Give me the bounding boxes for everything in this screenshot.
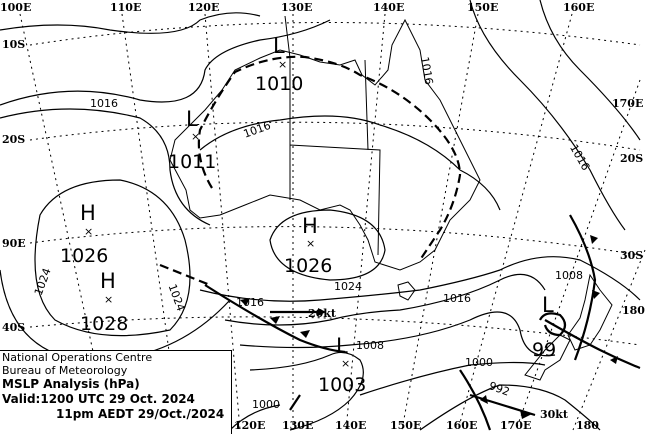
wind-label: 20kt [308, 307, 337, 320]
lon-label: 120E [188, 1, 219, 14]
lat-label: 170E [612, 97, 643, 110]
lon-label: 120E [234, 419, 265, 432]
high-marker: H [302, 214, 318, 238]
centre-cross: × [341, 357, 350, 370]
lon-label: 150E [390, 419, 421, 432]
lon-label: 160E [563, 1, 594, 14]
lon-label: 160E [446, 419, 477, 432]
lon-label: 170E [500, 419, 531, 432]
low-marker: L [336, 334, 348, 358]
isobar-label: 1016 [236, 296, 264, 309]
isobar-label: 1016 [242, 119, 273, 141]
isobar-label: 1024 [166, 282, 188, 313]
trough-line [197, 55, 462, 261]
lat-label: 20S [620, 152, 643, 165]
local-time: 11pm AEDT 29/Oct./2024 [56, 407, 225, 421]
isobar-label: 992 [487, 379, 511, 398]
lat-label: 20S [2, 133, 25, 146]
lat-label: 30S [620, 249, 643, 262]
isobar-label: 1000 [465, 356, 493, 369]
low-marker: L [273, 34, 285, 58]
centre-cross: × [306, 237, 315, 250]
isobar-label: 1008 [356, 339, 384, 352]
lon-label: 110E [110, 1, 141, 14]
pressure-value: 1026 [60, 245, 108, 267]
lon-label: 130E [282, 419, 313, 432]
cold-fronts [204, 214, 641, 431]
lon-label: 150E [467, 1, 498, 14]
valid-time: Valid:1200 UTC 29 Oct. 2024 [2, 392, 195, 406]
high-marker: H [80, 201, 96, 225]
centre-cross: × [278, 58, 287, 71]
centre-cross: × [84, 225, 93, 238]
pressure-value: 1011 [168, 151, 216, 173]
isobar-label: 1024 [334, 280, 362, 293]
pressure-value: 1026 [284, 255, 332, 277]
low-marker: L [542, 293, 554, 317]
lon-label: 140E [373, 1, 404, 14]
pressure-value: 1003 [318, 374, 366, 396]
lon-label: 130E [281, 1, 312, 14]
pressure-value: 1010 [255, 73, 303, 95]
agency-name: Bureau of Meteorology [2, 364, 128, 377]
lon-label: 100E [0, 1, 31, 14]
chart-title: MSLP Analysis (hPa) [2, 377, 140, 391]
high-marker: H [100, 269, 116, 293]
lat-label: 90E [2, 237, 26, 250]
lat-label: 180 [622, 304, 645, 317]
isobar-label: 1016 [418, 56, 436, 86]
wind-label: 30kt [540, 408, 569, 421]
isobar-label: 1008 [555, 269, 583, 282]
pressure-value: 1028 [80, 313, 128, 335]
lat-label: 10S [2, 38, 25, 51]
low-marker: L [186, 107, 198, 131]
isobar-label: 1000 [252, 398, 280, 411]
trough-line [159, 263, 211, 287]
centre-cross: × [104, 293, 113, 306]
pressure-value: 99 [532, 339, 556, 361]
organisation-name: National Operations Centre [2, 351, 153, 364]
centre-cross: × [191, 130, 200, 143]
isobar-label: 1016 [90, 97, 118, 110]
chart-legend: National Operations Centre Bureau of Met… [0, 350, 232, 434]
isobar-label: 1016 [567, 142, 592, 173]
isobar-label: 1016 [443, 292, 471, 305]
lon-label: 180 [576, 419, 599, 432]
lat-label: 40S [2, 321, 25, 334]
lon-label: 140E [335, 419, 366, 432]
